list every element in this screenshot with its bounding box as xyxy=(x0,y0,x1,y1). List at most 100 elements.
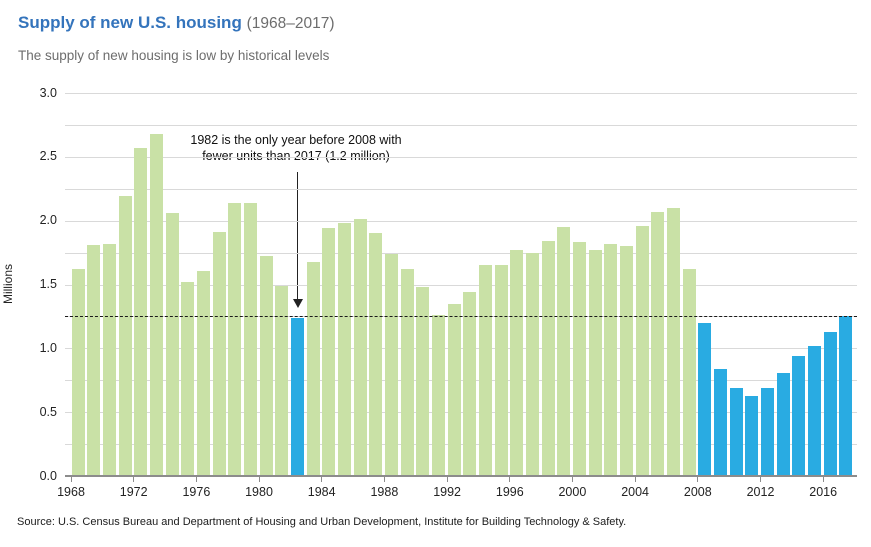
x-axis-label: 2000 xyxy=(558,485,587,499)
x-axis-label: 1992 xyxy=(433,485,461,499)
bar-2015 xyxy=(808,345,821,476)
bar-1970 xyxy=(102,243,116,476)
chart-title-text: Supply of new U.S. housing xyxy=(18,13,242,32)
bar-1973 xyxy=(149,133,163,476)
chart-title: Supply of new U.S. housing (1968–2017) xyxy=(18,13,335,33)
y-axis-label: 0.5 xyxy=(39,404,57,419)
x-axis-tick xyxy=(697,477,699,482)
x-axis-line xyxy=(65,475,857,477)
x-axis-tick xyxy=(571,477,573,482)
x-axis-label: 1976 xyxy=(182,485,211,499)
bar-2007 xyxy=(682,269,696,476)
bar-1979 xyxy=(243,202,257,476)
y-axis-label: 2.5 xyxy=(39,149,57,164)
bar-1976 xyxy=(196,270,210,476)
x-axis-tick xyxy=(446,477,448,482)
gridline xyxy=(65,348,857,350)
x-axis-tick xyxy=(822,477,824,482)
bar-1983 xyxy=(306,261,320,476)
bar-2011 xyxy=(745,395,759,476)
x-axis-label: 1996 xyxy=(495,485,524,499)
bar-1996 xyxy=(510,250,524,476)
y-axis-label: 0.0 xyxy=(39,468,57,483)
gridline xyxy=(65,156,857,158)
bar-1980 xyxy=(259,256,273,476)
x-axis-tick xyxy=(383,477,385,482)
bar-2008 xyxy=(698,322,712,476)
y-axis-label: 1.5 xyxy=(39,277,57,291)
x-axis-tick xyxy=(509,477,511,482)
x-axis-label: 1972 xyxy=(119,485,148,499)
bar-1974 xyxy=(165,213,179,476)
bar-2013 xyxy=(776,372,790,476)
y-axis-label: 3.0 xyxy=(39,85,57,100)
x-axis-label: 1988 xyxy=(370,485,399,499)
x-axis-tick xyxy=(321,477,323,482)
bar-1972 xyxy=(134,147,148,476)
bar-2012 xyxy=(761,387,774,476)
bar-2003 xyxy=(620,246,633,476)
x-axis-tick xyxy=(133,477,135,482)
y-axis-label: 2.0 xyxy=(39,213,57,228)
annotation-arrowhead-icon xyxy=(292,299,303,308)
y-axis-label: 1.0 xyxy=(39,340,57,355)
x-axis-label: 2016 xyxy=(809,485,838,499)
bar-2004 xyxy=(635,225,649,476)
bar-2014 xyxy=(792,356,806,476)
bar-1994 xyxy=(478,265,492,477)
x-axis-label: 1980 xyxy=(245,485,273,499)
bar-1981 xyxy=(275,285,289,476)
annotation-callout: 1982 is the only year before 2008 with f… xyxy=(146,133,446,164)
bar-1977 xyxy=(212,232,226,476)
bar-2001 xyxy=(588,250,602,476)
x-axis-label: 2012 xyxy=(746,485,775,499)
bar-1988 xyxy=(384,253,398,476)
gridline xyxy=(65,220,857,222)
bar-1995 xyxy=(494,265,508,477)
gridline xyxy=(65,252,857,254)
x-axis-tick xyxy=(634,477,636,482)
bar-2000 xyxy=(572,242,586,476)
bar-2016 xyxy=(823,331,837,476)
bar-1991 xyxy=(431,315,445,476)
chart-subtitle: The supply of new housing is low by hist… xyxy=(18,48,330,63)
annotation-line-1: 1982 is the only year before 2008 with xyxy=(190,133,402,147)
bar-1986 xyxy=(353,219,367,476)
gridline xyxy=(65,284,857,286)
x-axis-tick xyxy=(760,477,761,482)
annotation-arrow-line xyxy=(297,172,299,300)
bar-1968 xyxy=(71,269,85,476)
x-axis-label: 1968 xyxy=(57,485,85,499)
bar-1997 xyxy=(525,252,539,476)
chart-title-year-range: (1968–2017) xyxy=(246,15,335,32)
x-axis-tick xyxy=(258,477,260,482)
bar-1992 xyxy=(447,303,461,476)
bar-1978 xyxy=(228,202,242,476)
gridline xyxy=(65,412,857,414)
x-axis-label: 1984 xyxy=(307,485,336,499)
bar-1975 xyxy=(181,281,195,476)
bar-1993 xyxy=(463,292,477,476)
gridline xyxy=(65,188,857,190)
bar-1999 xyxy=(557,227,571,476)
bar-1984 xyxy=(322,228,336,476)
reference-dashed-line xyxy=(65,316,857,318)
bar-1989 xyxy=(400,269,414,476)
source-note: Source: U.S. Census Bureau and Departmen… xyxy=(17,516,627,528)
bar-1998 xyxy=(541,241,555,476)
bar-1987 xyxy=(369,233,383,476)
x-axis-label: 2008 xyxy=(683,485,712,499)
bar-1985 xyxy=(337,223,351,476)
bar-1969 xyxy=(87,244,101,476)
gridline xyxy=(65,444,857,446)
bar-2005 xyxy=(651,211,665,476)
x-axis-tick xyxy=(70,477,72,482)
bar-2002 xyxy=(604,243,618,476)
gridline xyxy=(65,380,857,382)
bar-1990 xyxy=(416,287,430,476)
bar-1971 xyxy=(118,196,132,476)
bar-2017 xyxy=(839,316,853,476)
y-axis-title: Millions xyxy=(1,264,15,305)
